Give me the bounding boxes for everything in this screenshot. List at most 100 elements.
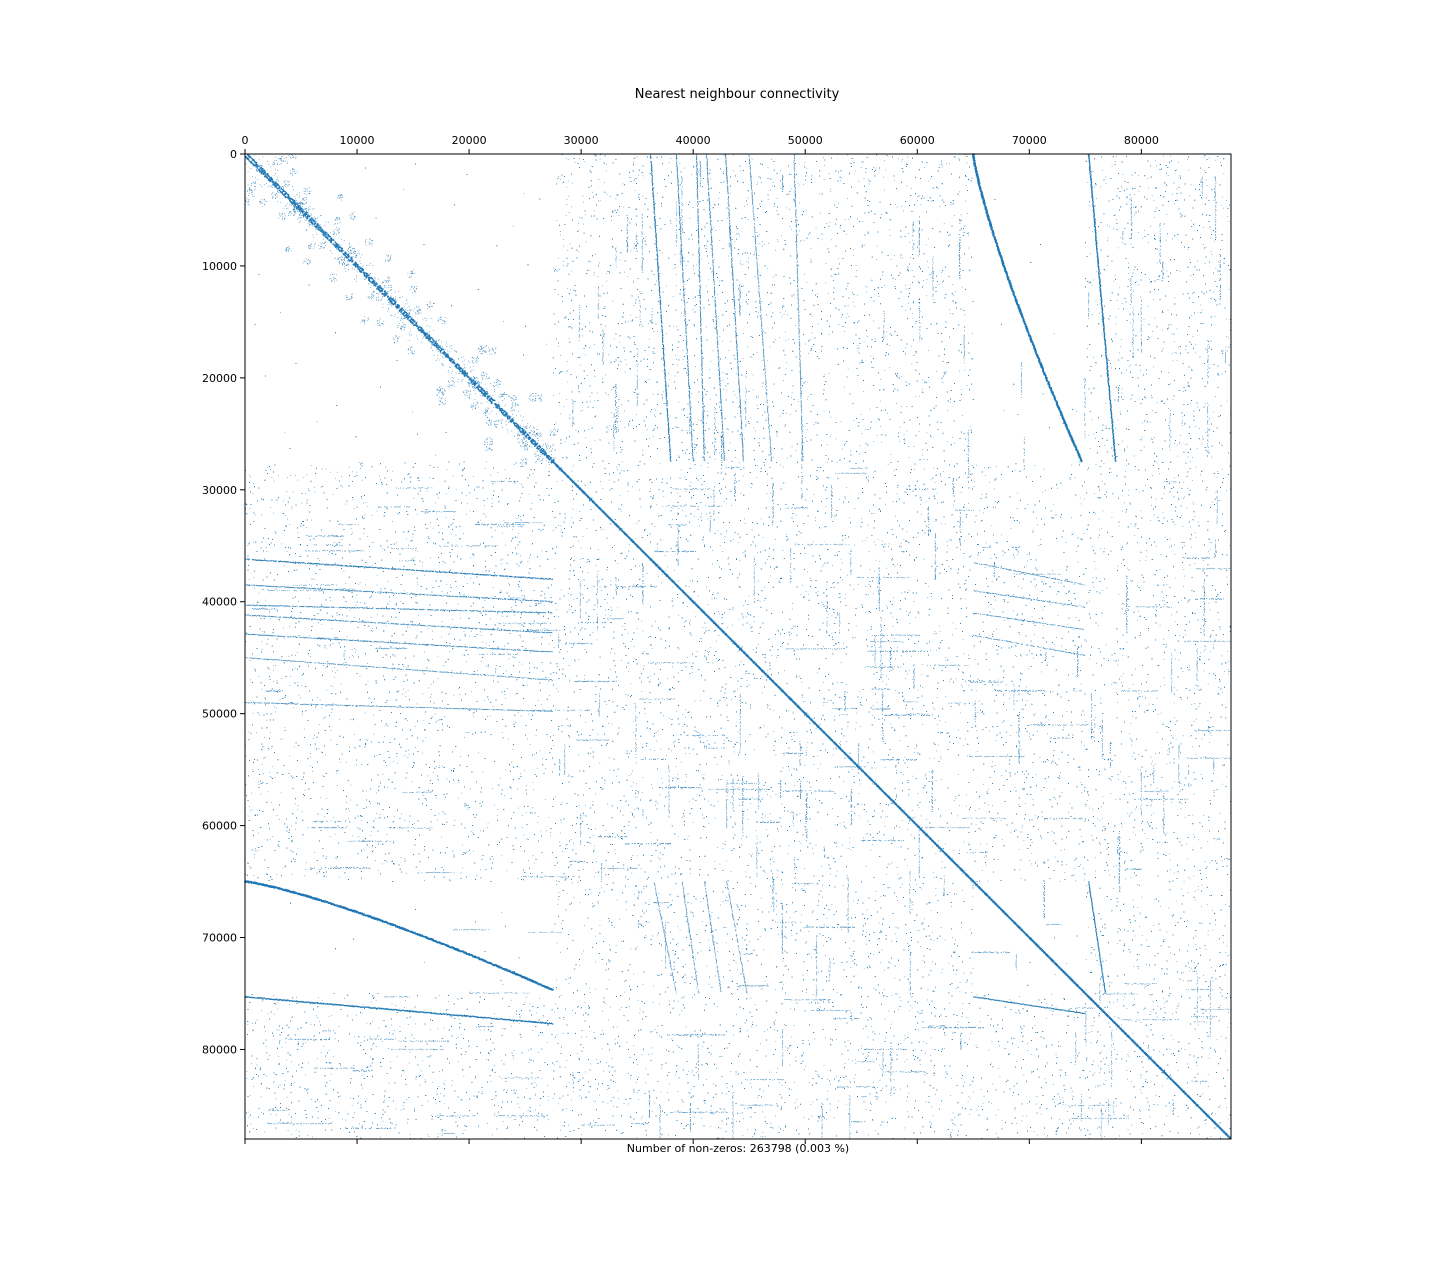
- nonzero-point: [951, 906, 952, 907]
- nonzero-point: [700, 734, 701, 735]
- nonzero-point: [492, 1135, 493, 1136]
- nonzero-point: [1058, 583, 1059, 584]
- nonzero-point: [361, 820, 362, 821]
- nonzero-point: [737, 969, 738, 970]
- nonzero-point: [1194, 876, 1195, 877]
- nonzero-point: [398, 692, 399, 693]
- nonzero-point: [961, 389, 962, 390]
- nonzero-point: [703, 627, 704, 628]
- nonzero-point: [772, 186, 773, 187]
- nonzero-point: [862, 541, 863, 542]
- nonzero-point: [1119, 1136, 1120, 1137]
- nonzero-point: [798, 401, 799, 402]
- nonzero-point: [795, 1057, 796, 1058]
- nonzero-point: [711, 361, 712, 362]
- nonzero-point: [1111, 472, 1112, 473]
- nonzero-point: [919, 613, 920, 614]
- nonzero-point: [553, 1098, 554, 1099]
- nonzero-point: [788, 711, 789, 712]
- nonzero-point: [899, 997, 900, 998]
- nonzero-point: [819, 790, 820, 791]
- nonzero-point: [862, 705, 863, 706]
- nonzero-point: [548, 681, 549, 682]
- nonzero-point: [947, 441, 948, 442]
- nonzero-point: [1138, 754, 1139, 755]
- nonzero-point: [285, 1080, 286, 1081]
- nonzero-point: [952, 937, 953, 938]
- nonzero-point: [642, 196, 643, 197]
- nonzero-point: [1111, 899, 1112, 900]
- nonzero-point: [1199, 1134, 1200, 1135]
- nonzero-point: [1228, 1027, 1229, 1028]
- nonzero-point: [687, 430, 688, 431]
- nonzero-point: [278, 1003, 279, 1004]
- nonzero-point: [1013, 611, 1014, 612]
- nonzero-point: [759, 315, 760, 316]
- nonzero-point: [335, 563, 336, 564]
- nonzero-point: [706, 514, 707, 515]
- nonzero-point: [807, 168, 808, 169]
- nonzero-point: [558, 904, 559, 905]
- nonzero-point: [362, 480, 363, 481]
- nonzero-point: [692, 393, 693, 394]
- nonzero-point: [901, 206, 902, 207]
- nonzero-point: [912, 270, 913, 271]
- nonzero-point: [1054, 333, 1055, 334]
- nonzero-point: [695, 959, 696, 960]
- nonzero-point: [1148, 187, 1149, 188]
- nonzero-point: [752, 1136, 753, 1137]
- nonzero-point: [799, 676, 800, 677]
- nonzero-point: [420, 1085, 421, 1086]
- nonzero-point: [824, 565, 825, 566]
- nonzero-point: [563, 1033, 564, 1034]
- nonzero-point: [1123, 560, 1124, 561]
- nonzero-point: [918, 690, 919, 691]
- nonzero-point: [567, 361, 568, 362]
- nonzero-point: [968, 503, 969, 504]
- nonzero-point: [885, 170, 886, 171]
- nonzero-point: [726, 897, 727, 898]
- nonzero-point: [1134, 270, 1135, 271]
- nonzero-point: [891, 1024, 892, 1025]
- nonzero-point: [1094, 434, 1095, 435]
- nonzero-point: [264, 737, 265, 738]
- nonzero-point: [845, 538, 846, 539]
- nonzero-point: [854, 420, 855, 421]
- nonzero-point: [1200, 1083, 1201, 1084]
- nonzero-point: [1174, 703, 1175, 704]
- nonzero-point: [505, 769, 506, 770]
- nonzero-point: [580, 559, 581, 560]
- nonzero-point: [1106, 960, 1107, 961]
- nonzero-point: [1116, 324, 1117, 325]
- nonzero-point: [283, 501, 284, 502]
- nonzero-point: [824, 179, 825, 180]
- nonzero-point: [865, 429, 866, 430]
- nonzero-point: [1119, 526, 1120, 527]
- nonzero-point: [1001, 775, 1002, 776]
- nonzero-point: [259, 784, 260, 785]
- nonzero-point: [276, 1075, 277, 1076]
- nonzero-point: [877, 246, 878, 247]
- nonzero-point: [1215, 238, 1216, 239]
- nonzero-point: [698, 519, 699, 520]
- nonzero-point: [1146, 964, 1147, 965]
- nonzero-point: [967, 233, 968, 234]
- nonzero-point: [1172, 194, 1173, 195]
- nonzero-point: [773, 457, 774, 458]
- nonzero-point: [867, 910, 868, 911]
- nonzero-point: [945, 844, 946, 845]
- nonzero-point: [516, 694, 517, 695]
- nonzero-point: [1117, 1029, 1118, 1030]
- nonzero-point: [1152, 331, 1153, 332]
- nonzero-point: [849, 174, 850, 175]
- nonzero-point: [377, 755, 378, 756]
- nonzero-point: [585, 162, 586, 163]
- nonzero-point: [1160, 906, 1161, 907]
- nonzero-point: [903, 642, 904, 643]
- nonzero-point: [622, 461, 623, 462]
- nonzero-point: [1142, 238, 1143, 239]
- nonzero-point: [994, 489, 995, 490]
- nonzero-point: [922, 687, 923, 688]
- nonzero-point: [1227, 401, 1228, 402]
- nonzero-point: [261, 689, 262, 690]
